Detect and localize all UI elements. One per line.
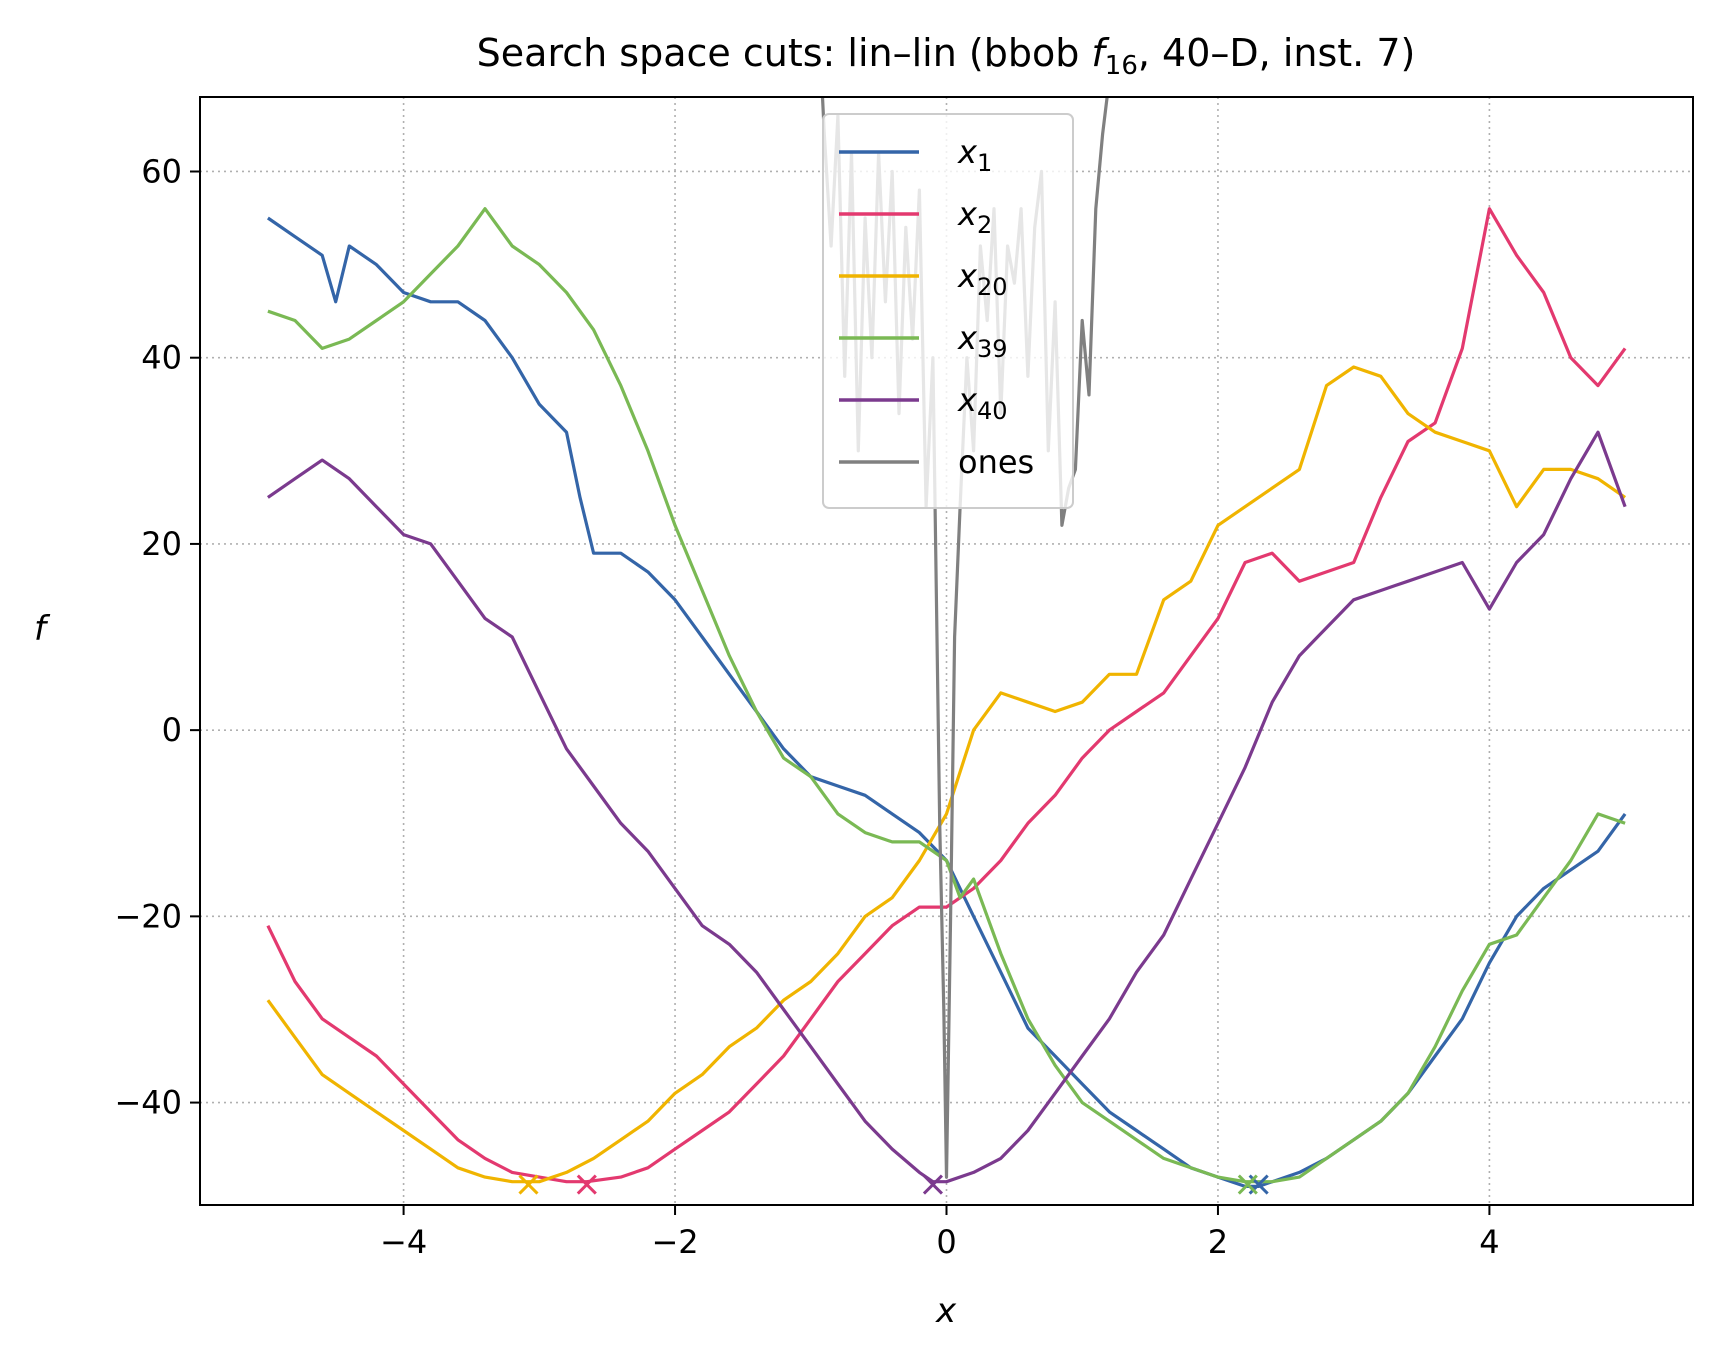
grid-lines [200,97,1693,1205]
y-tick-label: −20 [114,897,182,935]
x-axis-ticks: −4 −2 0 2 4 [380,1205,1500,1261]
series-line-x20 [266,365,1627,1184]
series-line-x2 [266,207,1627,1184]
minimum-marker [1237,1174,1258,1195]
y-tick-label: 60 [141,152,182,190]
y-tick-label: 0 [162,711,182,749]
legend-entry-label: x39 [957,319,1007,363]
minimum-marker [518,1174,539,1195]
legend-entry-label: ones [958,443,1034,481]
chart-title: Search space cuts: lin–lin (bbob f16, 40… [477,31,1416,81]
y-tick-label: 40 [141,339,182,377]
minimum-marker [576,1174,597,1195]
legend-entry-label: x40 [957,381,1007,425]
y-tick-label: 20 [141,525,182,563]
y-axis-ticks: −40 −20 0 20 40 60 [114,152,200,1122]
legend-box [822,113,1074,509]
minima-markers [518,1174,1269,1195]
series-line-x40 [266,430,1627,1184]
x-tick-label: 4 [1479,1223,1499,1261]
minimum-marker [922,1174,943,1195]
x-tick-label: 0 [936,1223,956,1261]
legend: x1 x2 x20 x39 x40 ones [822,113,1074,509]
legend-entry-label: x1 [957,133,992,177]
series-line-x39 [267,207,1626,1184]
x-tick-label: −2 [651,1223,698,1261]
x-tick-label: −4 [380,1223,427,1261]
x-tick-label: 2 [1208,1223,1228,1261]
y-tick-label: −40 [114,1084,182,1122]
legend-entry-label: x20 [957,257,1007,301]
legend-entry-label: x2 [957,195,992,239]
x-axis-label: x [935,1291,957,1331]
